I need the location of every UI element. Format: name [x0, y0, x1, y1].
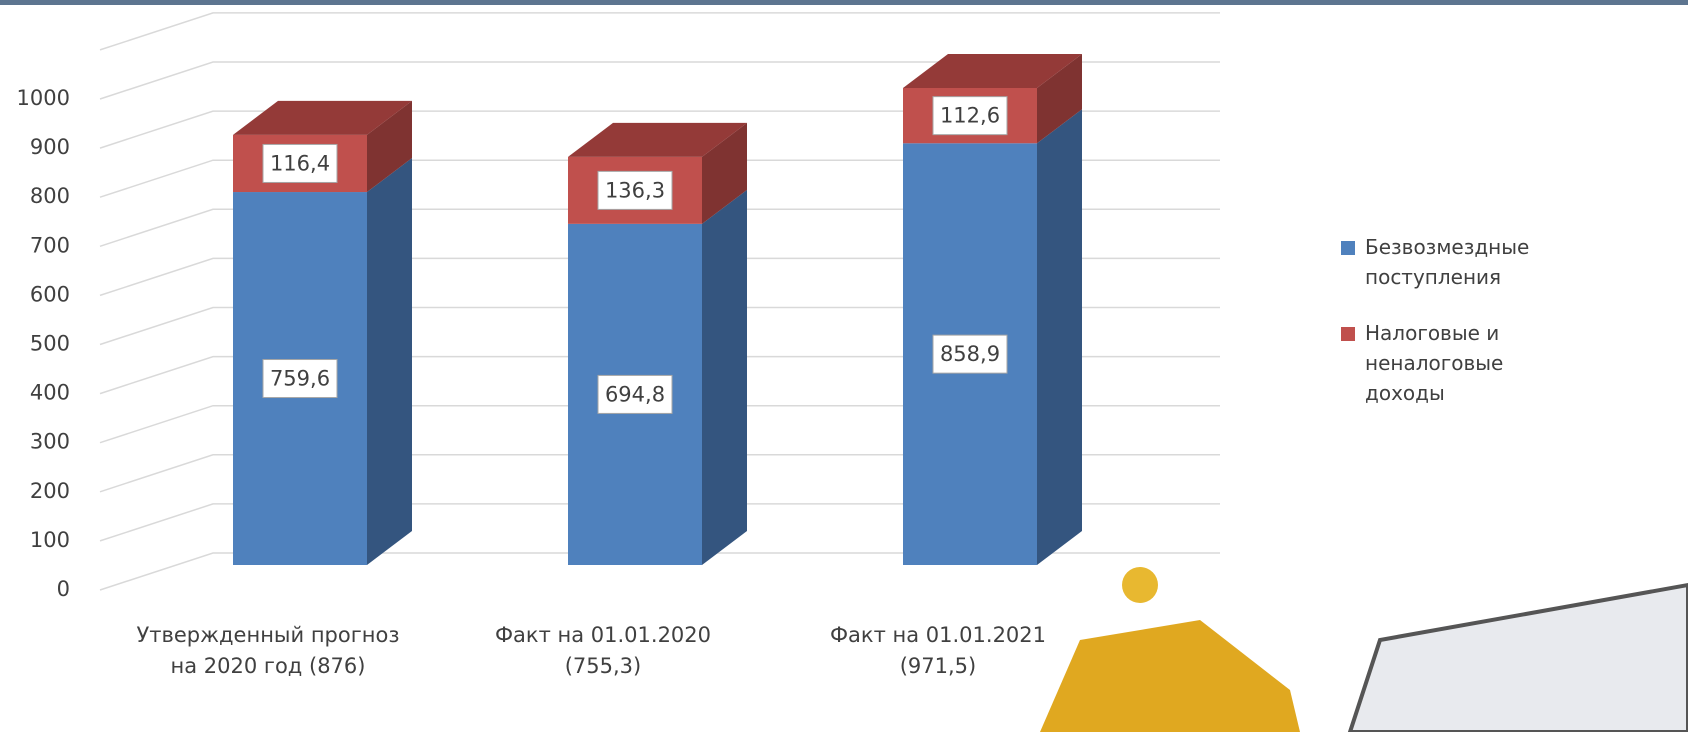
value-label: 136,3	[605, 178, 665, 202]
y-tick-label: 0	[57, 577, 70, 601]
value-label-box	[262, 359, 338, 399]
grid-line	[99, 454, 1220, 493]
y-tick-label: 600	[30, 282, 70, 306]
bar-side	[702, 122, 747, 224]
grid-line	[99, 208, 1220, 248]
y-tick-label: 100	[30, 528, 70, 552]
y-tick-label: 200	[30, 479, 70, 503]
grid-line	[99, 404, 1220, 444]
grid-line	[99, 61, 1220, 100]
value-label-box	[597, 170, 673, 210]
x-tick-label: Факт на 01.01.2021	[830, 623, 1046, 647]
value-label: 858,9	[940, 342, 1000, 366]
x-tick-label: (755,3)	[565, 654, 642, 678]
bar-side	[1037, 109, 1082, 566]
grid-line	[99, 110, 1220, 149]
value-label: 112,6	[940, 104, 1000, 128]
value-label-box	[932, 96, 1008, 136]
y-tick-label: 800	[30, 184, 70, 208]
legend-label: Безвозмездные поступления	[1365, 235, 1530, 289]
y-tick-label: 1000	[17, 86, 70, 110]
bar-top	[233, 100, 412, 135]
legend-swatch	[1341, 327, 1355, 341]
bar-side	[702, 189, 747, 565]
value-label-box	[597, 374, 673, 414]
x-tick-label: Утвержденный прогноз	[136, 623, 399, 647]
value-label-box	[262, 143, 338, 183]
value-label: 759,6	[270, 367, 330, 391]
grid-line	[99, 552, 1220, 591]
y-tick-label: 700	[30, 233, 70, 257]
x-tick-label: (971,5)	[900, 654, 977, 678]
value-label-box	[932, 334, 1008, 374]
bar-side	[1037, 53, 1082, 144]
value-label: 694,8	[605, 382, 665, 406]
y-tick-label: 400	[30, 381, 70, 405]
grid-line	[99, 306, 1220, 346]
top-band	[0, 0, 1688, 5]
grid-line	[99, 355, 1220, 395]
legend-label: Налоговые и неналоговые доходы	[1365, 321, 1504, 405]
y-tick-label: 900	[30, 135, 70, 159]
y-tick-label: 500	[30, 332, 70, 356]
legend-swatch	[1341, 241, 1355, 255]
bar-side	[367, 158, 412, 565]
bar-side	[367, 100, 412, 193]
value-label: 116,4	[270, 151, 330, 175]
wall-top	[99, 12, 1220, 51]
y-tick-label: 300	[30, 430, 70, 454]
decoration	[1040, 567, 1688, 732]
grid-line	[99, 159, 1220, 198]
x-tick-label: на 2020 год (876)	[171, 654, 366, 678]
bar-top	[568, 122, 747, 157]
grid-line	[99, 257, 1220, 297]
x-tick-label: Факт на 01.01.2020	[495, 623, 711, 647]
grid-line	[99, 503, 1220, 542]
bar-top	[903, 53, 1082, 88]
